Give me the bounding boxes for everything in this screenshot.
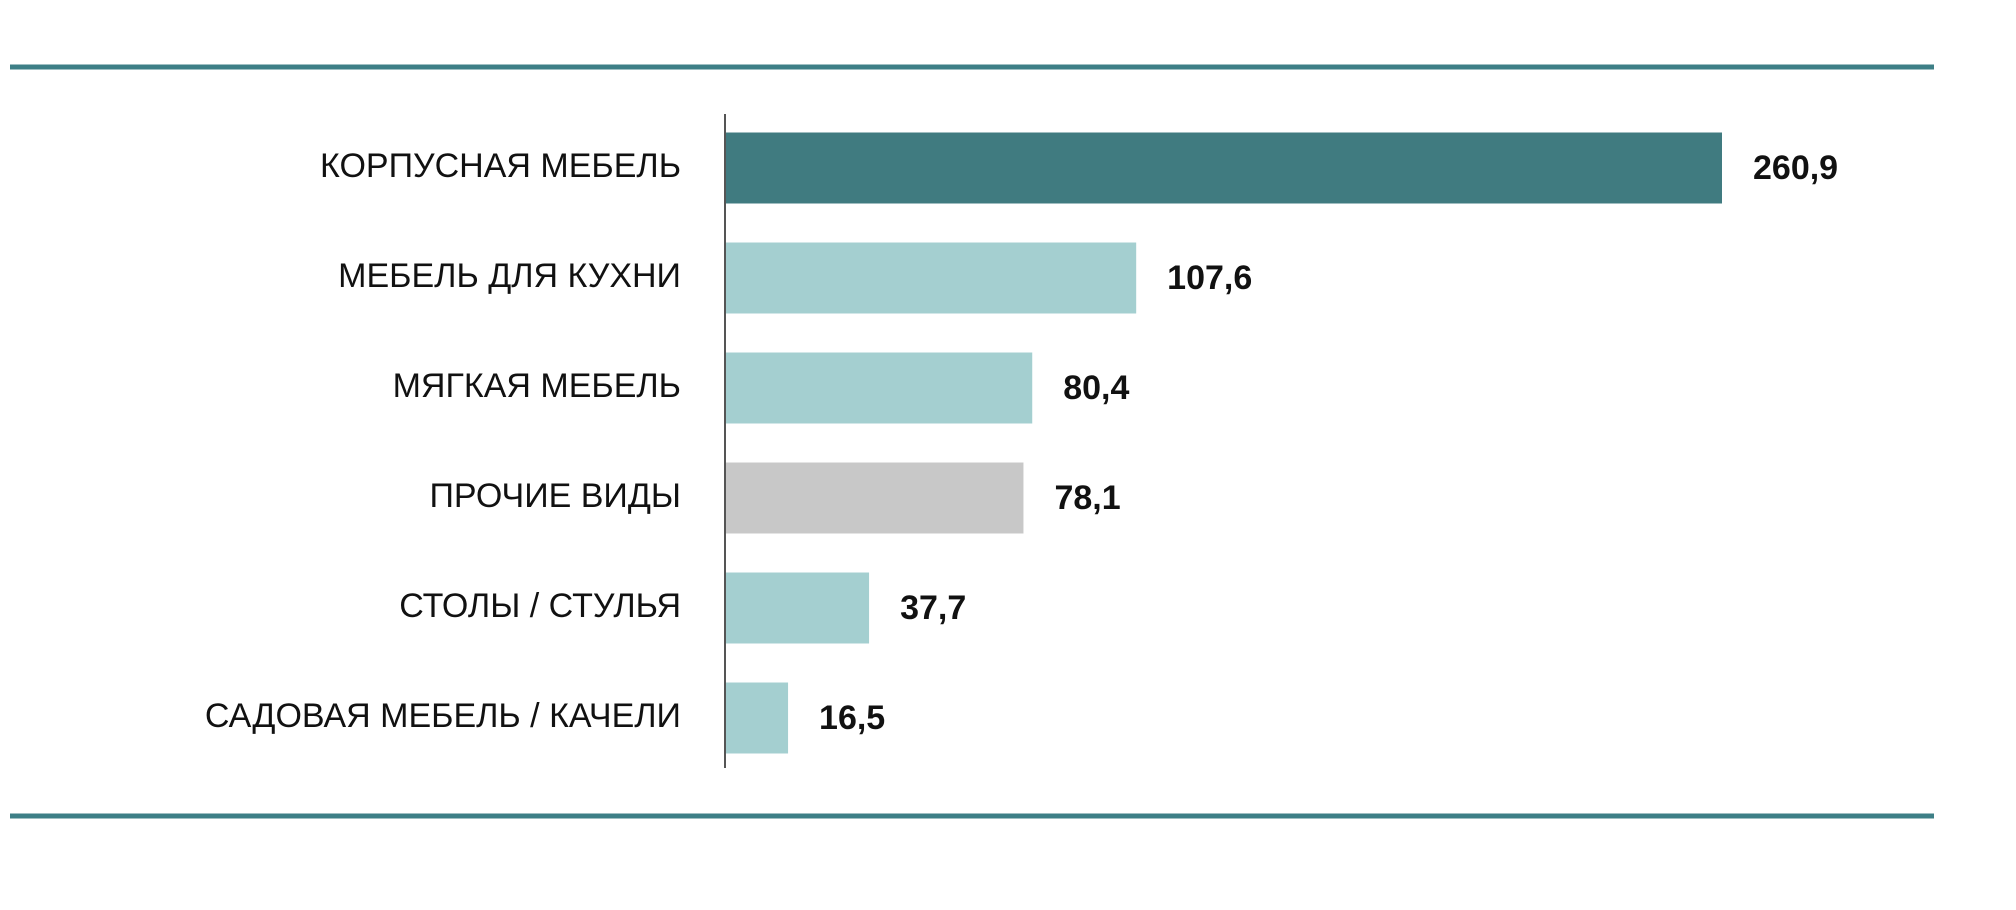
value-label: 78,1 bbox=[1054, 479, 1120, 517]
category-label: СТОЛЫ / СТУЛЬЯ bbox=[399, 587, 681, 625]
bar bbox=[725, 682, 789, 754]
category-label: ПРОЧИЕ ВИДЫ bbox=[429, 477, 681, 515]
value-label: 107,6 bbox=[1167, 259, 1252, 297]
value-label: 260,9 bbox=[1753, 149, 1838, 187]
category-label: САДОВАЯ МЕБЕЛЬ / КАЧЕЛИ bbox=[205, 697, 681, 735]
value-label: 80,4 bbox=[1063, 369, 1129, 407]
bar bbox=[725, 572, 870, 644]
category-label: МЕБЕЛЬ ДЛЯ КУХНИ bbox=[338, 257, 681, 295]
bar bbox=[725, 352, 1033, 424]
bar bbox=[725, 132, 1722, 204]
bar bbox=[725, 462, 1024, 534]
category-label: МЯГКАЯ МЕБЕЛЬ bbox=[393, 367, 681, 405]
value-label: 16,5 bbox=[819, 699, 885, 737]
bar bbox=[725, 242, 1137, 314]
category-label: КОРПУСНАЯ МЕБЕЛЬ bbox=[320, 147, 681, 185]
value-label: 37,7 bbox=[900, 589, 966, 627]
